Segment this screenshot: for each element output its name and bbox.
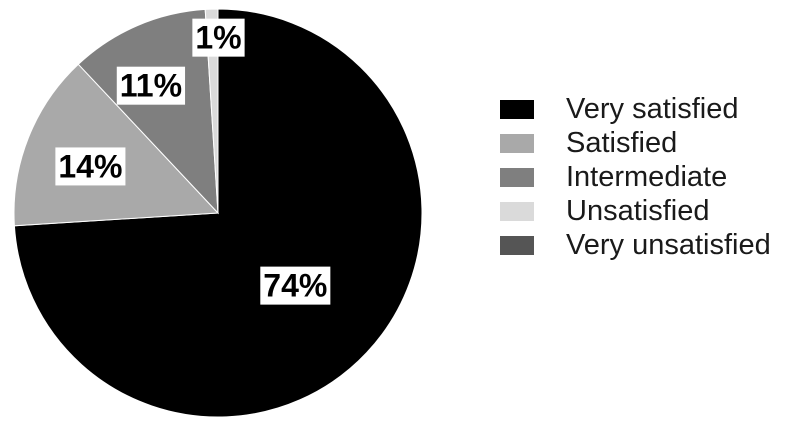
legend-item-satisfied: Satisfied bbox=[500, 126, 771, 160]
legend-item-very-unsatisfied: Very unsatisfied bbox=[500, 228, 771, 262]
legend-swatch-unsatisfied bbox=[500, 201, 534, 221]
legend-swatch-very-satisfied bbox=[500, 99, 534, 119]
legend-swatch-very-unsatisfied bbox=[500, 235, 534, 255]
data-label-box-satisfied bbox=[55, 147, 126, 186]
data-label-box-very-satisfied bbox=[260, 266, 331, 305]
data-label-intermediate: 11% bbox=[116, 66, 186, 105]
data-label-unsatisfied: 1% bbox=[192, 18, 245, 57]
data-label-text-very-satisfied: 74% bbox=[263, 268, 327, 304]
data-label-satisfied: 14% bbox=[55, 147, 126, 186]
legend-label-very-satisfied: Very satisfied bbox=[566, 93, 739, 125]
data-label-very-satisfied: 74% bbox=[260, 266, 331, 305]
pie-slice-unsatisfied bbox=[204, 8, 219, 214]
legend-item-very-satisfied: Very satisfied bbox=[500, 92, 771, 126]
legend-swatch-satisfied bbox=[500, 133, 534, 153]
pie-data-labels: 74% 14% 11% 1% bbox=[55, 18, 331, 305]
legend-label-very-unsatisfied: Very unsatisfied bbox=[566, 229, 771, 261]
data-label-text-intermediate: 11% bbox=[120, 68, 182, 104]
legend-item-unsatisfied: Unsatisfied bbox=[500, 194, 771, 228]
data-label-box-intermediate bbox=[116, 66, 186, 105]
data-label-text-unsatisfied: 1% bbox=[195, 20, 241, 56]
legend-item-intermediate: Intermediate bbox=[500, 160, 771, 194]
legend-label-satisfied: Satisfied bbox=[566, 127, 678, 159]
legend: Very satisfied Satisfied Intermediate Un… bbox=[500, 92, 771, 262]
data-label-text-satisfied: 14% bbox=[58, 148, 122, 184]
legend-swatch-intermediate bbox=[500, 167, 534, 187]
legend-label-unsatisfied: Unsatisfied bbox=[566, 195, 710, 227]
data-label-box-unsatisfied bbox=[192, 18, 245, 57]
legend-label-intermediate: Intermediate bbox=[566, 161, 728, 193]
pie-slices bbox=[13, 8, 423, 418]
pie-slice-intermediate bbox=[77, 8, 219, 215]
